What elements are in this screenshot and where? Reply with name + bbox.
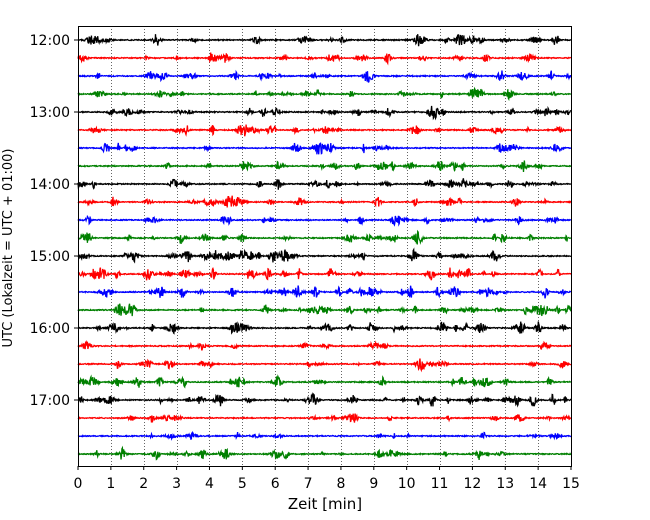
x-tick-label: 4 <box>205 476 214 492</box>
trace-line <box>77 247 572 264</box>
x-tick-label: 12 <box>463 476 481 492</box>
trace-line <box>77 195 572 208</box>
trace-line <box>77 34 572 47</box>
y-axis-label: UTC (Lokalzeit = UTC + 01:00) <box>1 149 16 348</box>
x-tick-label: 5 <box>238 476 247 492</box>
y-tick-label: 14:00 <box>30 177 70 193</box>
vertical-grid <box>111 26 539 466</box>
x-tick-label: 13 <box>496 476 514 492</box>
trace-line <box>77 105 572 121</box>
x-tick-label: 14 <box>529 476 547 492</box>
x-axis-label: Zeit [min] <box>288 495 362 513</box>
trace-line <box>77 267 572 281</box>
y-tick-label: 15:00 <box>30 249 70 265</box>
trace-line <box>77 321 572 335</box>
x-tick-label: 6 <box>271 476 280 492</box>
trace-line <box>77 445 572 461</box>
trace-line <box>77 124 572 137</box>
y-tick-label: 12:00 <box>30 33 70 49</box>
trace-line <box>77 340 572 351</box>
y-tick-label: 16:00 <box>30 321 70 337</box>
trace-line <box>77 303 572 317</box>
trace-line <box>77 178 572 190</box>
trace-line <box>77 413 572 423</box>
trace-line <box>77 430 572 441</box>
seismic-traces <box>77 34 572 461</box>
x-tick-label: 0 <box>74 476 83 492</box>
trace-line <box>77 214 572 227</box>
x-tick-label: 1 <box>106 476 115 492</box>
trace-line <box>77 86 572 102</box>
x-tick-label: 10 <box>398 476 416 492</box>
x-tick-label: 15 <box>562 476 580 492</box>
x-tick-label: 8 <box>336 476 345 492</box>
plot-frame <box>78 26 572 467</box>
trace-line <box>77 392 572 408</box>
x-tick-label: 9 <box>369 476 378 492</box>
trace-line <box>77 285 572 299</box>
x-tick-label: 2 <box>139 476 148 492</box>
y-tick-label: 13:00 <box>30 105 70 121</box>
trace-line <box>77 52 572 66</box>
trace-line <box>77 374 572 389</box>
x-tick-label: 3 <box>172 476 181 492</box>
trace-line <box>77 229 572 245</box>
y-axis-ticks: 12:00 13:00 14:00 15:00 16:00 17:00 <box>30 33 78 409</box>
trace-line <box>77 142 572 155</box>
x-axis-ticks: 0 1 2 3 4 5 6 7 8 9 10 11 12 13 14 15 <box>74 466 580 492</box>
x-tick-label: 7 <box>304 476 313 492</box>
y-tick-label: 17:00 <box>30 393 70 409</box>
trace-line <box>77 358 572 373</box>
trace-line <box>77 69 572 83</box>
trace-line <box>77 160 572 173</box>
x-tick-label: 11 <box>431 476 449 492</box>
